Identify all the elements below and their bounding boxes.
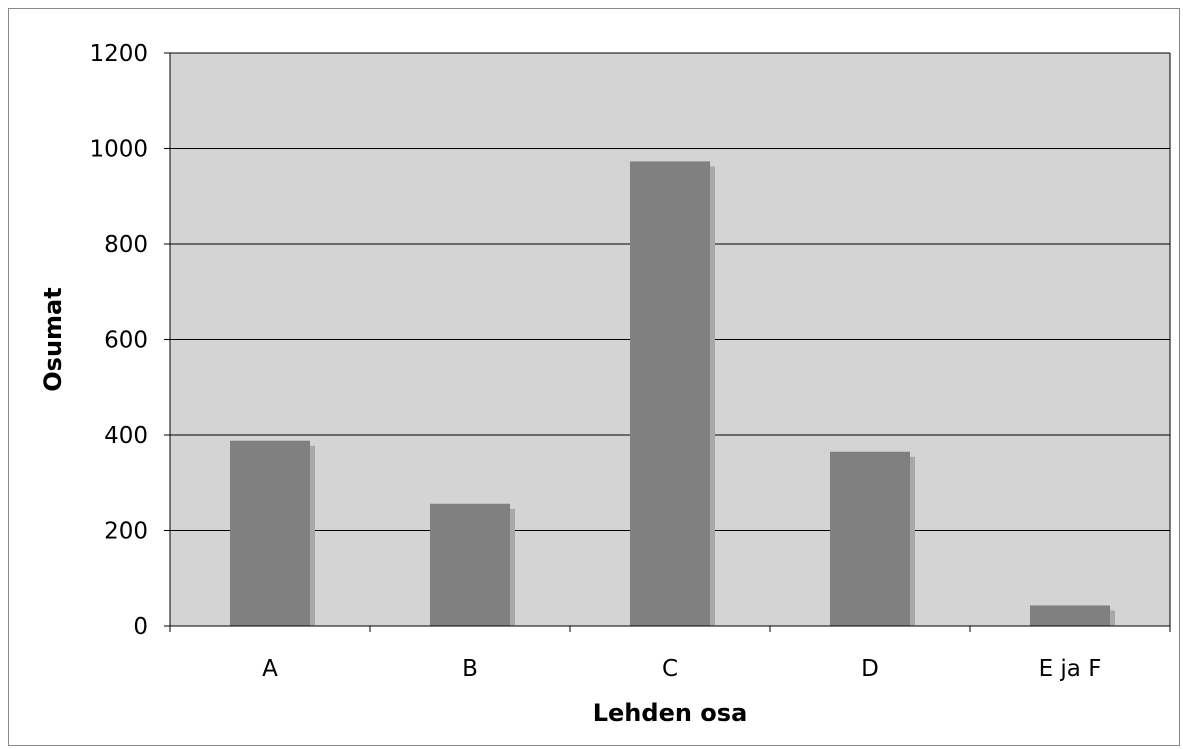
y-tick-label-800: 800 [104,232,148,258]
x-tick-label-1: B [462,656,478,682]
y-tick-label-200: 200 [104,519,148,545]
x-tick-label-4: E ja F [1039,656,1102,682]
x-tick-label-2: C [662,656,678,682]
y-tick-label-600: 600 [104,328,148,354]
y-tick-label-400: 400 [104,423,148,449]
x-tick-label-0: A [262,656,278,682]
bar-C [630,161,710,626]
bar-D [830,451,910,626]
bar-A [230,440,310,626]
y-tick-label-0: 0 [133,614,148,640]
axes [164,52,1171,632]
x-tick-label-3: D [861,656,879,682]
bars [230,161,1115,626]
bar-B [430,503,510,626]
tick-labels: 0 200 400 600 800 1000 1200 A B C D E ja F [89,41,1101,682]
x-axis-title: Lehden osa [593,699,748,727]
y-axis-title: Osumat [39,287,67,391]
bar-E ja F [1030,605,1110,626]
y-tick-label-1000: 1000 [89,137,148,163]
y-tick-label-1200: 1200 [89,41,148,67]
